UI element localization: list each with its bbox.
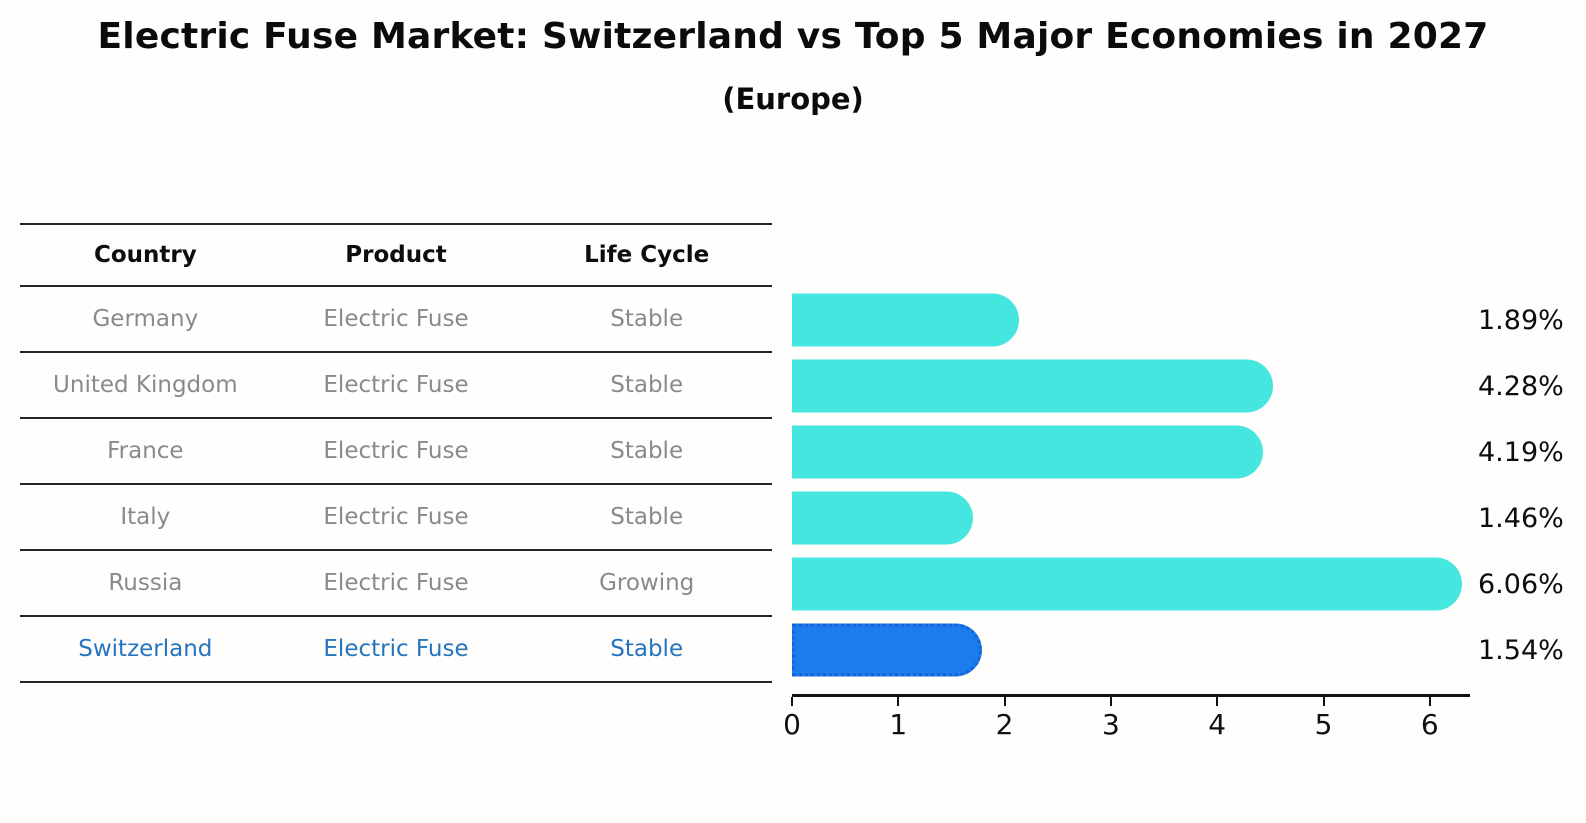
- chart-title: Electric Fuse Market: Switzerland vs Top…: [97, 16, 1489, 57]
- table-row-united-kingdom: United Kingdom Electric Fuse Stable: [20, 353, 772, 419]
- x-axis-tick-4: [1216, 697, 1219, 706]
- cell-country: United Kingdom: [53, 372, 238, 398]
- cell-country: Germany: [92, 306, 199, 332]
- cell-country: France: [107, 438, 184, 464]
- bar-row-germany: [792, 287, 1468, 353]
- value-label-switzerland: 1.54%: [1478, 634, 1564, 666]
- cell-product: Electric Fuse: [323, 636, 469, 662]
- x-axis-tick-label-6: 6: [1420, 708, 1439, 741]
- table-row-france: France Electric Fuse Stable: [20, 419, 772, 485]
- x-axis-line: [792, 694, 1470, 697]
- table-row-germany: Germany Electric Fuse Stable: [20, 287, 772, 353]
- cell-product: Electric Fuse: [323, 504, 469, 530]
- cell-lifecycle: Growing: [599, 570, 695, 596]
- data-table: Country Product Life Cycle Germany Electr…: [20, 223, 772, 683]
- bar-italy: [792, 491, 974, 545]
- header-cell-country: Country: [93, 242, 197, 268]
- x-axis-tick-5: [1322, 697, 1325, 706]
- cell-country: Russia: [108, 570, 183, 596]
- bar-chart-area: [792, 287, 1468, 683]
- x-axis: 0 1 2 3 4 5 6: [783, 694, 1470, 744]
- cell-product: Electric Fuse: [323, 570, 469, 596]
- table-row-russia: Russia Electric Fuse Growing: [20, 551, 772, 617]
- x-axis-tick-label-4: 4: [1208, 708, 1227, 741]
- bar-switzerland: [792, 623, 982, 677]
- cell-country: Switzerland: [78, 636, 213, 662]
- bar-russia: [792, 557, 1463, 611]
- cell-country: Italy: [120, 504, 171, 530]
- x-axis-tick-label-0: 0: [783, 708, 801, 741]
- bar-row-france: [792, 419, 1468, 485]
- bar-france: [792, 425, 1264, 479]
- table-body: Germany Electric Fuse Stable United Kingdom…: [20, 287, 772, 683]
- cell-lifecycle: Stable: [610, 372, 684, 398]
- table-row-italy: Italy Electric Fuse Stable: [20, 485, 772, 551]
- header-cell-product: Product: [345, 242, 447, 268]
- value-labels: 1.89% 4.28% 4.19% 1.46% 6.06% 1.54%: [1478, 287, 1578, 683]
- value-label-russia: 6.06%: [1478, 568, 1564, 600]
- bar-united-kingdom: [792, 359, 1273, 413]
- value-label-germany: 1.89%: [1478, 304, 1564, 336]
- header-cell-lifecycle: Life Cycle: [584, 242, 710, 268]
- value-label-france: 4.19%: [1478, 436, 1564, 468]
- bar-germany: [792, 293, 1019, 347]
- x-axis-tick-label-3: 3: [1101, 708, 1120, 741]
- chart-subtitle: (Europe): [722, 82, 864, 116]
- cell-product: Electric Fuse: [323, 372, 469, 398]
- x-axis-tick-6: [1428, 697, 1431, 706]
- x-axis-tick-label-2: 2: [995, 708, 1014, 741]
- cell-lifecycle: Stable: [610, 504, 684, 530]
- table-header-row: Country Product Life Cycle: [20, 223, 772, 287]
- x-axis-tick-2: [1003, 697, 1006, 706]
- cell-product: Electric Fuse: [323, 438, 469, 464]
- value-label-united-kingdom: 4.28%: [1478, 370, 1564, 402]
- cell-lifecycle: Stable: [610, 306, 684, 332]
- x-axis-tick-1: [897, 697, 900, 706]
- cell-product: Electric Fuse: [323, 306, 469, 332]
- x-axis-tick-label-5: 5: [1314, 708, 1333, 741]
- x-axis-tick-0: [791, 697, 793, 706]
- cell-lifecycle: Stable: [610, 636, 684, 662]
- bar-row-italy: [792, 485, 1468, 551]
- value-label-italy: 1.46%: [1478, 502, 1564, 534]
- bar-row-united-kingdom: [792, 353, 1468, 419]
- cell-lifecycle: Stable: [610, 438, 684, 464]
- table-row-switzerland: Switzerland Electric Fuse Stable: [20, 617, 772, 683]
- bar-row-switzerland: [792, 617, 1468, 683]
- x-axis-tick-3: [1109, 697, 1112, 706]
- bar-row-russia: [792, 551, 1468, 617]
- x-axis-tick-label-1: 1: [889, 708, 908, 741]
